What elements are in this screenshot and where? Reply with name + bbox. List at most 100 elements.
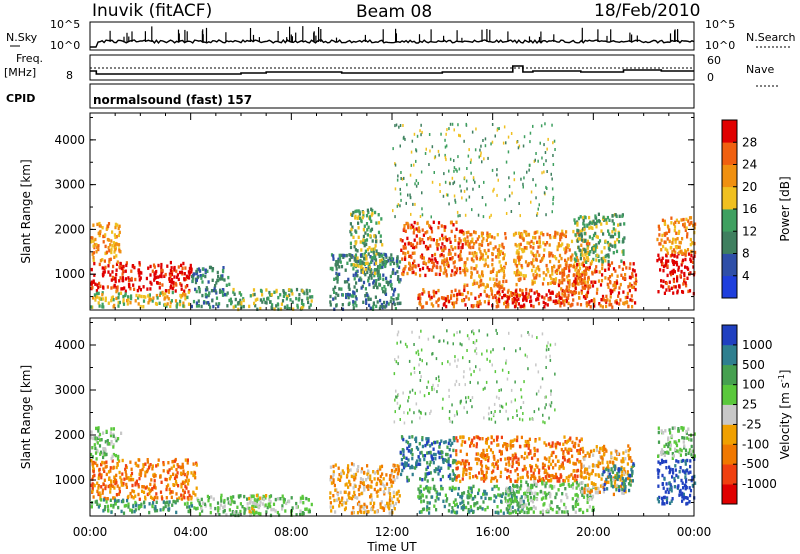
power-cell-b12	[593, 304, 596, 308]
velocity-cell-b9	[569, 447, 572, 452]
velocity-cell-b8	[455, 510, 459, 514]
power-cell-b13	[588, 222, 591, 226]
power-cell-b0	[171, 269, 174, 274]
power-cell-b16	[536, 213, 538, 217]
velocity-cell-b5	[356, 496, 359, 500]
velocity-cell-b10	[505, 486, 508, 491]
velocity-cell-b2	[91, 446, 94, 450]
power-cell-b9	[503, 273, 506, 277]
power-cell-b0	[164, 289, 167, 293]
velocity-cell-b7	[457, 460, 460, 464]
power-cell-b11	[561, 270, 564, 274]
velocity-cell-b9	[513, 456, 516, 460]
velocity-cell-b4	[252, 510, 255, 514]
power-cell-b7	[411, 243, 415, 247]
power-cell-b14	[670, 286, 673, 290]
power-cell-b2	[116, 260, 119, 264]
velocity-cell-b9	[565, 440, 568, 445]
power-cell-b16	[400, 171, 402, 174]
power-cell-b7	[452, 223, 455, 227]
velocity-cell-b7	[475, 435, 478, 439]
velocity-cell-b9	[548, 459, 551, 464]
power-cell-b5	[364, 272, 367, 277]
power-cell-b11	[536, 240, 539, 244]
power-cell-b7	[449, 240, 452, 244]
power-cell-b3	[202, 273, 205, 278]
power-cell-b12	[585, 294, 589, 299]
power-cell-b12	[607, 277, 610, 281]
velocity-cell-b7	[476, 475, 479, 480]
velocity-cell-b9	[573, 462, 576, 466]
velocity-cell-b3	[276, 497, 279, 501]
velocity-cell-b9	[516, 438, 519, 443]
velocity-cell-b0	[144, 462, 147, 466]
velocity-cell-b0	[134, 461, 137, 466]
power-cell-b0	[125, 261, 128, 265]
velocity-cell-b6	[426, 461, 429, 465]
velocity-cell-b0	[135, 481, 138, 485]
power-cell-b10	[506, 299, 509, 303]
velocity-cell-b5	[346, 473, 349, 478]
power-cell-b12	[615, 301, 618, 305]
power-cell-b6	[370, 256, 373, 260]
velocity-cell-b5	[333, 498, 336, 503]
power-cell-b11	[526, 241, 529, 245]
power-cell-b12	[608, 299, 611, 303]
power-cell-b13	[586, 246, 589, 250]
velocity-cell-b1	[103, 507, 106, 512]
power-cell-b5	[382, 289, 385, 294]
power-cell-b12	[588, 265, 591, 270]
velocity-cell-b3	[233, 510, 236, 515]
velocity-cell-b8	[494, 510, 497, 515]
power-cell-b5	[343, 280, 347, 284]
power-cell-b1	[122, 302, 126, 306]
power-cell-b5	[396, 270, 399, 274]
velocity-cell-b1	[122, 499, 125, 504]
velocity-cell-b0	[121, 458, 124, 463]
power-cell-b2	[115, 254, 118, 258]
power-cell-b11	[538, 237, 541, 241]
power-cell-b3	[207, 301, 210, 305]
power-cell-b1	[117, 296, 120, 300]
velocity-cell-b5	[329, 505, 332, 509]
velocity-cell-b7	[476, 461, 479, 466]
power-cell-b11	[575, 256, 579, 260]
power-cell-b8	[487, 299, 490, 304]
power-cell-b16	[448, 127, 450, 131]
velocity-cell-b3	[225, 513, 228, 517]
power-cell-b11	[548, 234, 552, 238]
power-cell-b12	[561, 299, 565, 303]
power-cell-b15	[680, 249, 683, 253]
velocity-cell-b1	[183, 502, 187, 506]
power-cell-b14	[665, 281, 668, 285]
power-cell-b12	[565, 264, 568, 268]
power-cell-b1	[175, 305, 178, 309]
velocity-cell-b0	[144, 474, 147, 478]
velocity-cell-b0	[172, 459, 175, 464]
velocity-cell-b5	[387, 505, 390, 509]
power-cell-b4	[254, 304, 257, 308]
velocity-cell-b0	[175, 475, 178, 479]
power-cell-b5	[380, 302, 383, 307]
velocity-cell-b9	[573, 479, 576, 483]
velocity-cell-b4	[265, 494, 268, 498]
velocity-cell-b5	[331, 505, 335, 509]
power-cell-b15	[661, 233, 664, 238]
power-cell-b5	[385, 300, 389, 305]
velocity-cell-b0	[132, 496, 135, 500]
power-cell-b16	[552, 202, 554, 206]
velocity-cell-b7	[472, 443, 475, 448]
power-cell-b3	[201, 267, 204, 271]
velocity-cell-b6	[430, 454, 433, 458]
velocity-cell-b6	[409, 466, 412, 470]
power-cell-b13	[595, 222, 598, 226]
power-cell-b5	[393, 302, 396, 307]
power-cell-b5	[348, 258, 352, 262]
power-cell-b7	[430, 230, 434, 234]
velocity-cell-b10	[586, 508, 589, 513]
velocity-cell-b8	[523, 510, 526, 515]
power-cell-b16	[551, 123, 553, 127]
power-cell-b11	[565, 260, 568, 265]
power-cell-b4	[286, 304, 289, 308]
power-cell-b3	[197, 299, 200, 303]
